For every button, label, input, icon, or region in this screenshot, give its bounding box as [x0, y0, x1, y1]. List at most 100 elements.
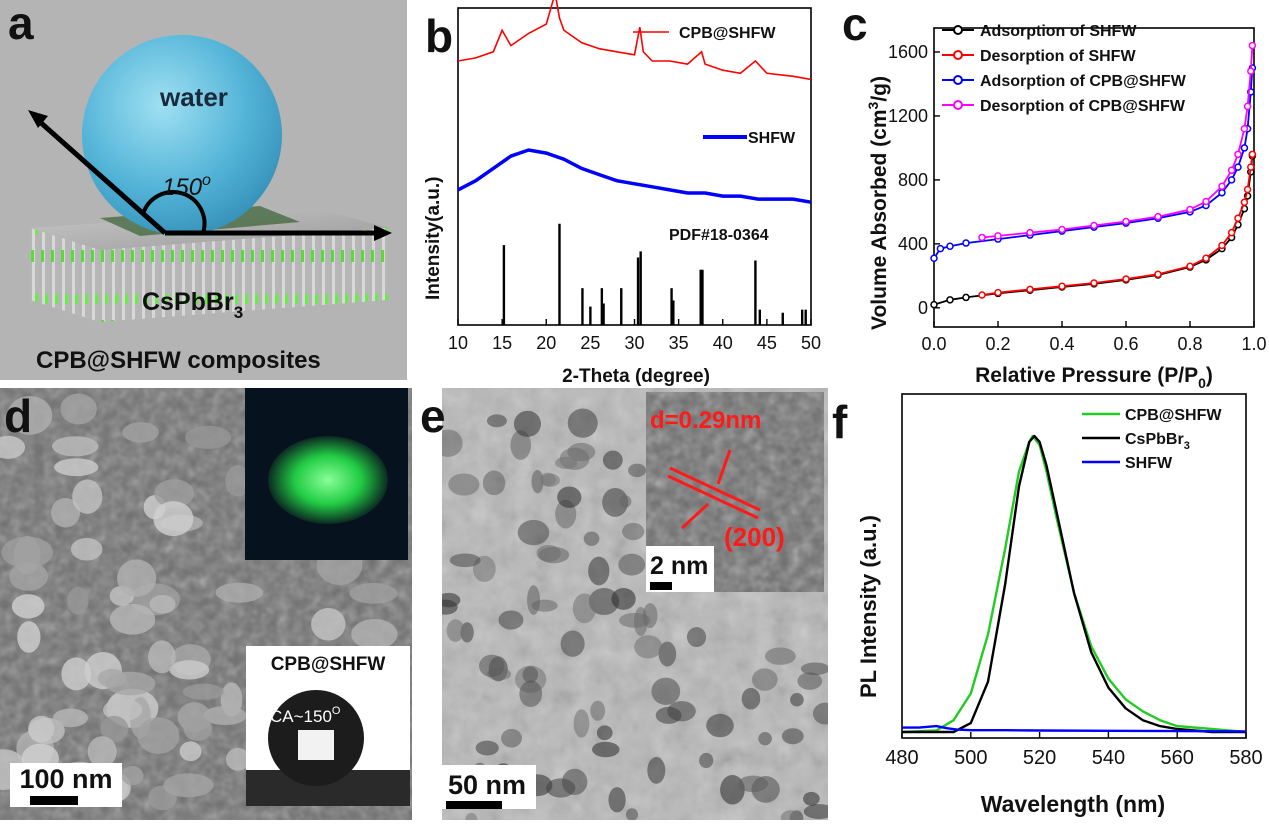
sem-particle	[121, 766, 144, 786]
data-point	[1234, 150, 1242, 159]
sem-particle	[0, 435, 26, 459]
x-tick-label: 20	[536, 333, 556, 353]
y-axis-label: PL Intensity (a.u.)	[856, 515, 881, 698]
data-point	[994, 232, 1002, 240]
legend-marker	[953, 75, 963, 85]
y-tick-label: 1600	[888, 42, 928, 62]
series-line	[457, 0, 812, 81]
sem-particle	[179, 741, 202, 762]
pl-chart: f PL Intensity (a.u.) Wavelength (nm) 48…	[832, 393, 1263, 817]
angle-arc	[141, 190, 207, 234]
tem-particle	[619, 495, 632, 508]
x-tick-label: 30	[624, 333, 644, 353]
tem-particle	[790, 693, 804, 707]
inset-scale-bar	[650, 582, 672, 590]
y-axis-label: Volume Absorbed (cm3/g)	[865, 76, 891, 330]
legend-entry: CPB@SHFW	[679, 25, 776, 42]
tem-particle	[602, 450, 623, 470]
panel-label: c	[842, 0, 868, 50]
data-point	[1186, 205, 1194, 214]
tem-particle	[583, 531, 600, 546]
legend-entry: Adsorption of SHFW	[980, 23, 1137, 40]
data-point	[946, 296, 954, 304]
tem-particle	[625, 808, 639, 821]
water-droplet	[82, 35, 282, 235]
xrd-chart: b Intensity(a.u.) 2-Theta (degree) CPB@S…	[423, 0, 821, 387]
tem-particle	[531, 469, 544, 494]
tem-particles	[433, 408, 838, 825]
x-tick-label: 1.0	[1241, 334, 1266, 354]
tem-particle	[781, 728, 804, 745]
data-point	[1218, 241, 1226, 250]
panel-f: f PL Intensity (a.u.) Wavelength (nm) 48…	[828, 388, 1269, 820]
x-tick-label: 15	[492, 333, 512, 353]
plot-frame	[933, 27, 1255, 328]
label-gutter	[412, 388, 442, 820]
sem-particle	[60, 393, 97, 425]
sem-particle	[72, 479, 103, 514]
sem-particle	[70, 537, 103, 561]
legend-entry: Desorption of SHFW	[980, 48, 1136, 65]
sem-particle	[100, 715, 129, 742]
isotherm-chart: c Volume Absorbed (cm3/g) Relative Press…	[842, 0, 1267, 391]
data-point	[1234, 163, 1242, 171]
tem-particle	[741, 687, 761, 710]
data-point	[978, 291, 986, 299]
sem-particle	[169, 660, 210, 680]
data-point	[1026, 228, 1034, 237]
data-point	[1186, 262, 1194, 270]
y-tick-label: 0	[918, 298, 928, 318]
data-point	[1058, 225, 1066, 234]
data-point	[1240, 144, 1249, 152]
x-tick-label: 50	[801, 333, 821, 353]
series-line	[902, 434, 1246, 734]
data-point	[1154, 212, 1162, 221]
data-point	[1218, 182, 1226, 191]
inset-title: CPB@SHFW	[271, 654, 386, 675]
panel-e: d=0.29nm (200) 2 nm 50 nm e	[412, 388, 838, 825]
data-point	[1243, 185, 1252, 194]
sem-particle	[225, 747, 250, 771]
sem-image: CPB@SHFW CA~150O 100 nm d	[0, 388, 412, 820]
x-axis-label: 2-Theta (degree)	[562, 366, 710, 387]
tem-particle	[479, 654, 505, 678]
tem-particle	[658, 641, 677, 667]
data-point	[1234, 214, 1242, 223]
data-point	[1122, 217, 1130, 226]
sem-particle	[17, 621, 41, 653]
data-point	[946, 242, 954, 251]
data-point	[1243, 102, 1252, 111]
series-line	[981, 45, 1254, 239]
tem-particle	[588, 556, 610, 586]
data-point	[1090, 279, 1098, 287]
sem-particle	[137, 717, 180, 754]
sem-particle	[67, 586, 89, 615]
tem-particle	[448, 473, 480, 496]
tem-particle	[738, 775, 769, 793]
data-point	[1248, 41, 1257, 50]
tem-particle	[699, 752, 714, 769]
tem-particle	[618, 553, 646, 576]
data-point	[1026, 285, 1034, 294]
scale-bar	[30, 796, 78, 805]
tem-particle	[527, 585, 541, 615]
tangent-line	[38, 120, 167, 235]
tem-particle	[573, 709, 590, 738]
panel-label: e	[420, 390, 446, 442]
panel-a-caption: CPB@SHFW composites	[36, 347, 321, 374]
tem-particle	[764, 647, 796, 665]
x-tick-label: 45	[757, 333, 777, 353]
sem-particle	[203, 705, 247, 726]
tem-particle	[557, 486, 582, 508]
sem-particle	[109, 603, 156, 635]
data-point	[1202, 197, 1210, 206]
tem-particle	[619, 612, 651, 628]
legend-entry: SHFW	[1125, 455, 1173, 472]
tem-particle	[634, 635, 663, 659]
tem-particle	[800, 662, 830, 676]
legend-entry: CPB@SHFW	[1125, 407, 1222, 424]
tem-particle	[513, 410, 542, 437]
tem-particle	[517, 519, 550, 546]
panel-c: c Volume Absorbed (cm3/g) Relative Press…	[822, 0, 1269, 400]
legend-marker	[953, 25, 963, 35]
